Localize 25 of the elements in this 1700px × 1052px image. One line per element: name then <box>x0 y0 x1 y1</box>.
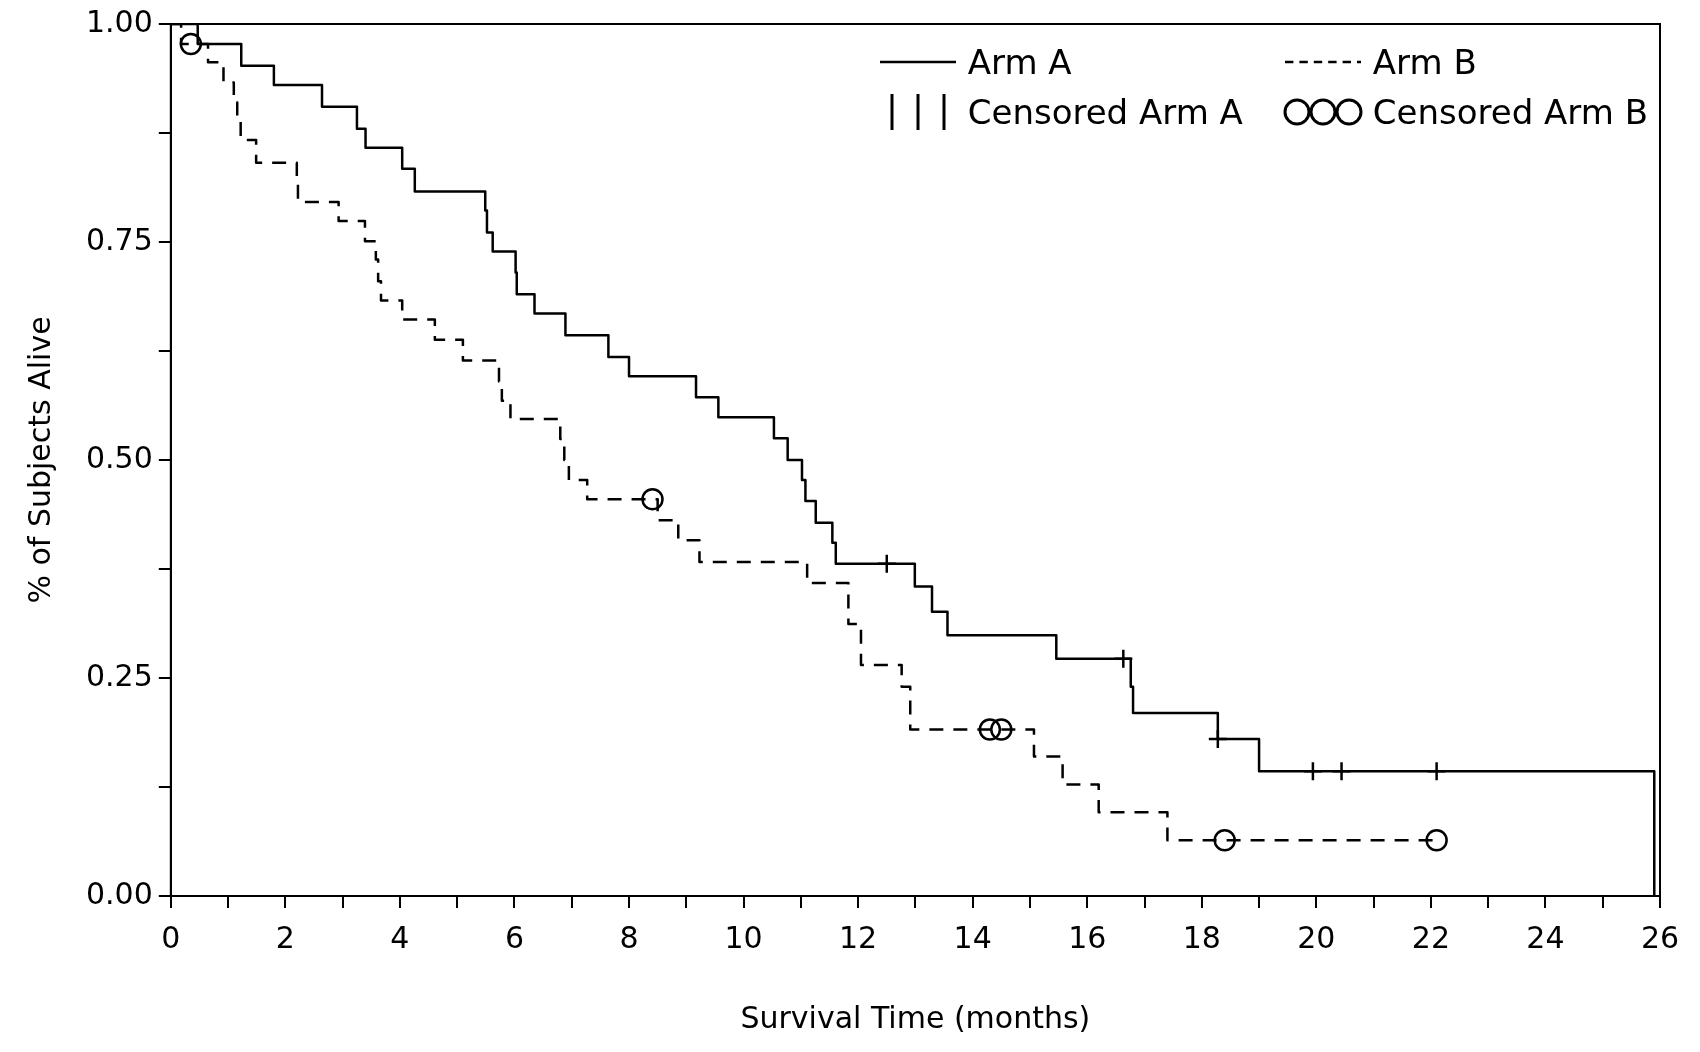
x-tick-label: 10 <box>724 919 763 955</box>
x-tick-label: 18 <box>1182 919 1221 955</box>
legend-label: Arm A <box>967 42 1072 82</box>
legend-label: Censored Arm A <box>967 92 1243 132</box>
x-tick-label: 8 <box>619 919 639 955</box>
y-tick-label: 1.00 <box>86 3 153 39</box>
x-tick-label: 6 <box>504 919 525 955</box>
x-tick-label: 4 <box>390 919 410 955</box>
x-tick-label: 16 <box>1068 919 1107 955</box>
y-tick-label: 0.50 <box>86 439 153 475</box>
x-tick-label: 2 <box>275 919 295 955</box>
y-tick-label: 0.75 <box>86 221 153 257</box>
legend-label: Arm B <box>1372 42 1477 82</box>
x-tick-label: 0 <box>161 919 181 955</box>
x-tick-label: 22 <box>1411 919 1450 955</box>
y-tick-label: 0.25 <box>86 657 153 693</box>
legend-label: Censored Arm B <box>1372 92 1648 132</box>
x-tick-label: 26 <box>1640 919 1680 955</box>
y-axis-title: % of Subjects Alive <box>21 316 57 604</box>
x-tick-label: 14 <box>953 919 992 955</box>
x-tick-label: 12 <box>839 919 878 955</box>
x-tick-label: 24 <box>1526 919 1565 955</box>
x-tick-label: 20 <box>1297 919 1336 955</box>
y-tick-label: 0.00 <box>86 875 153 911</box>
x-axis-title: Survival Time (months) <box>740 999 1091 1035</box>
